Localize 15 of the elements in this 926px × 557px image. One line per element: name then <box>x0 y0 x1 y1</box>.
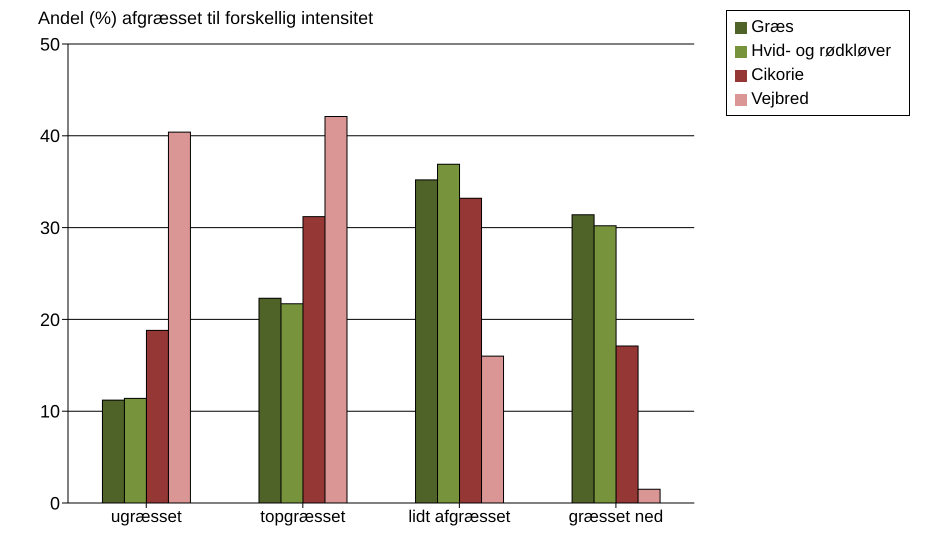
y-tick-label: 20 <box>40 310 60 330</box>
chart-title: Andel (%) afgræsset til forskellig intensitet <box>38 8 374 29</box>
x-tick-label: topgræsset <box>260 507 346 526</box>
legend-label: Hvid- og rødkløver <box>751 41 891 60</box>
legend-label: Vejbred <box>751 89 809 108</box>
x-tick-label: græsset ned <box>568 507 664 526</box>
y-tick-label: 40 <box>40 126 60 146</box>
y-tick-label: 50 <box>40 34 60 54</box>
y-tick-label: 0 <box>50 493 60 514</box>
legend-label: Cikorie <box>751 65 804 84</box>
x-tick-label: ugræsset <box>110 507 182 526</box>
y-tick-label: 30 <box>40 218 60 238</box>
y-tick-label: 10 <box>40 402 60 422</box>
x-tick-label: lidt afgræsset <box>408 507 511 526</box>
legend-label: Græs <box>751 17 794 36</box>
